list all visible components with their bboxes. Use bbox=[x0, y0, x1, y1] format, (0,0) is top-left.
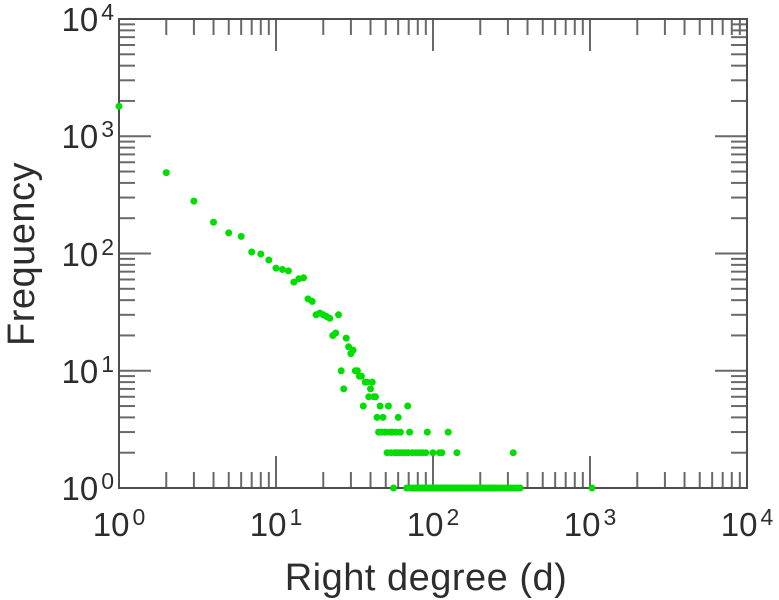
data-point bbox=[373, 413, 381, 421]
data-point bbox=[367, 385, 374, 393]
data-point bbox=[237, 232, 245, 240]
data-point bbox=[326, 314, 334, 322]
data-point bbox=[509, 449, 517, 457]
data-point bbox=[444, 428, 452, 436]
data-point bbox=[225, 229, 233, 237]
data-point bbox=[357, 372, 365, 380]
tick-marks bbox=[118, 18, 748, 489]
data-point bbox=[337, 367, 345, 375]
data-point bbox=[279, 266, 286, 273]
data-point bbox=[272, 264, 280, 272]
data-point bbox=[453, 449, 461, 457]
x-tick-label-10^2: 10 2 bbox=[406, 504, 460, 544]
data-point bbox=[423, 428, 431, 436]
data-point bbox=[300, 274, 308, 282]
data-point bbox=[115, 102, 123, 110]
data-point bbox=[349, 346, 357, 354]
data-point bbox=[332, 329, 340, 337]
data-point bbox=[340, 385, 348, 393]
data-point bbox=[396, 428, 404, 436]
y-tick-label-10^4: 10 4 bbox=[61, 0, 114, 39]
data-point bbox=[284, 267, 292, 275]
x-tick-label-10^4: 10 4 bbox=[720, 504, 774, 544]
y-tick-label-10^3: 10 3 bbox=[61, 116, 114, 156]
data-point bbox=[290, 278, 298, 286]
data-point bbox=[390, 484, 397, 492]
data-point bbox=[429, 449, 437, 457]
x-tick-label-10^3: 10 3 bbox=[563, 504, 617, 544]
data-point bbox=[406, 428, 414, 436]
data-point bbox=[404, 402, 412, 410]
y-tick-label-10^0: 10 0 bbox=[61, 468, 114, 508]
data-point bbox=[372, 393, 379, 401]
data-point bbox=[359, 402, 367, 410]
data-point bbox=[353, 367, 361, 375]
data-point bbox=[190, 197, 198, 205]
data-point bbox=[384, 402, 392, 410]
y-tick-label-10^1: 10 1 bbox=[61, 350, 114, 390]
plot-frame bbox=[118, 18, 748, 489]
data-point bbox=[588, 484, 596, 492]
data-point bbox=[376, 402, 384, 410]
x-tick-label-10^0: 10 0 bbox=[92, 504, 146, 544]
y-axis-title: Frequency bbox=[1, 161, 43, 347]
data-point bbox=[210, 218, 217, 226]
data-point bbox=[342, 334, 350, 342]
data-point bbox=[379, 413, 387, 421]
data-point bbox=[162, 169, 170, 177]
data-point bbox=[394, 413, 402, 421]
x-axis-title: Right degree (d) bbox=[284, 557, 568, 599]
data-points bbox=[115, 102, 596, 492]
data-point bbox=[438, 449, 446, 457]
data-point bbox=[248, 248, 256, 256]
data-point bbox=[516, 484, 524, 492]
data-point bbox=[368, 378, 376, 386]
data-point bbox=[365, 393, 373, 401]
data-point bbox=[363, 378, 371, 386]
data-point bbox=[422, 449, 430, 457]
data-point bbox=[265, 256, 273, 264]
data-point bbox=[257, 250, 265, 258]
data-point bbox=[335, 311, 342, 319]
x-tick-label-10^1: 10 1 bbox=[249, 504, 303, 544]
data-point bbox=[308, 297, 316, 305]
y-tick-label-10^2: 10 2 bbox=[61, 233, 114, 273]
